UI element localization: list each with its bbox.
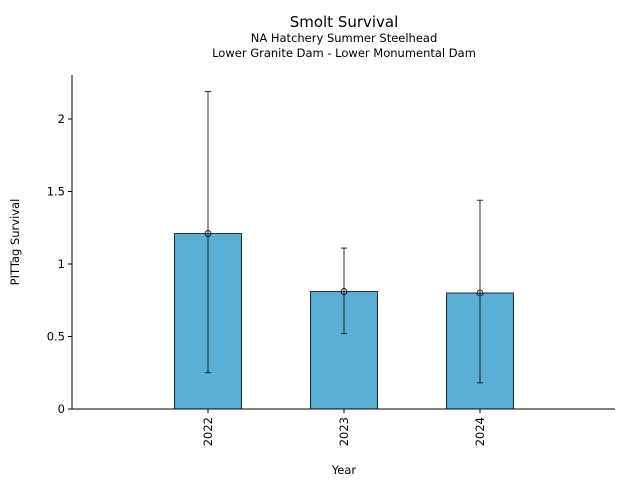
- chart-title: Smolt Survival: [290, 13, 399, 31]
- point-2024: [476, 289, 484, 297]
- x-tick-label: 2022: [201, 417, 215, 446]
- x-axis-label: Year: [331, 463, 357, 477]
- point-2022: [204, 230, 212, 237]
- y-tick-label: 1: [58, 257, 65, 271]
- y-tick-label: 0.5: [47, 330, 65, 344]
- x-tick-label: 2024: [473, 417, 487, 446]
- y-tick-label: 1.5: [47, 185, 65, 199]
- chart-subtitle-line-1: NA Hatchery Summer Steelhead: [251, 31, 438, 45]
- point-2023: [340, 288, 348, 295]
- y-tick-label: 0: [58, 402, 65, 416]
- x-tick-label: 2023: [337, 417, 351, 446]
- y-axis-label: PITTag Survival: [8, 199, 22, 286]
- y-tick-label: 2: [58, 112, 65, 126]
- plot-area: 0 0.5 1 1.5 2 2022 2023 2024: [47, 91, 514, 446]
- chart-subtitle-line-2: Lower Granite Dam - Lower Monumental Dam: [212, 46, 476, 60]
